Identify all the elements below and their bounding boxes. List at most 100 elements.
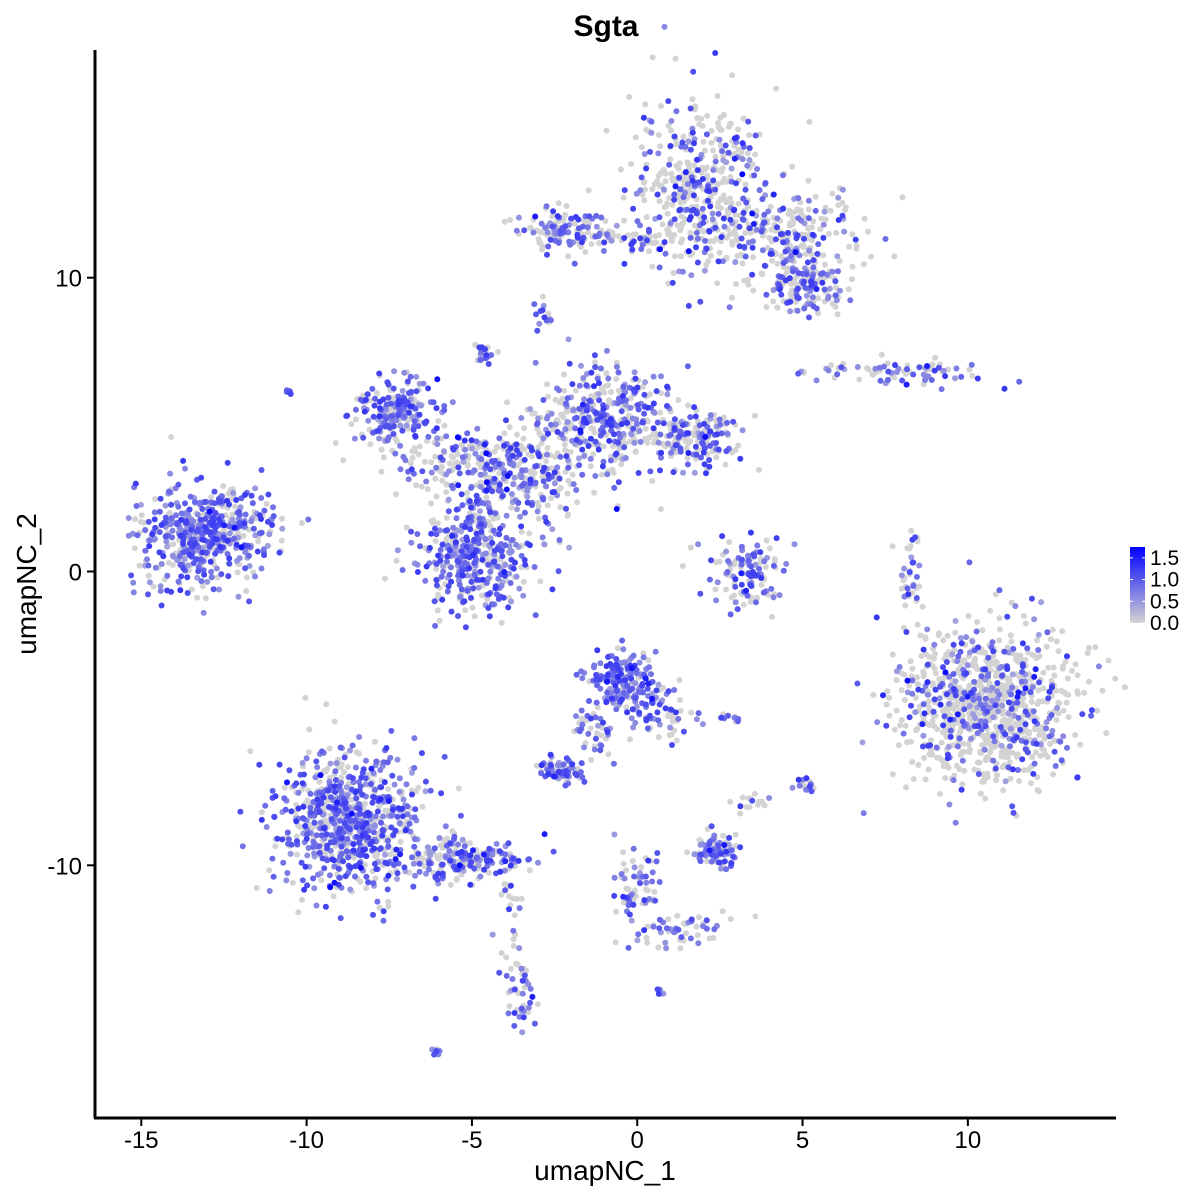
cell-point	[372, 738, 378, 745]
cell-point	[418, 483, 425, 490]
cell-point	[429, 519, 436, 526]
cell-point	[132, 516, 138, 523]
cell-point	[950, 777, 957, 784]
cell-point	[1062, 658, 1069, 665]
cell-point	[662, 178, 669, 185]
cell-point	[605, 751, 612, 758]
cell-point	[746, 145, 753, 151]
cell-point	[199, 506, 206, 512]
cell-point	[1054, 705, 1061, 711]
cell-point	[428, 469, 435, 476]
cell-point	[654, 178, 660, 185]
cell-point	[750, 287, 757, 294]
cell-point	[627, 395, 634, 402]
cell-point	[1064, 744, 1070, 751]
cell-point	[1008, 691, 1015, 698]
cell-point	[661, 23, 668, 30]
cell-point	[389, 772, 396, 779]
cell-point	[685, 402, 691, 409]
cell-point	[1027, 689, 1034, 696]
cell-point	[422, 577, 429, 584]
cell-point	[631, 864, 638, 871]
cell-point	[307, 804, 314, 811]
cell-point	[1052, 763, 1059, 769]
cell-point	[561, 371, 568, 378]
cell-point	[365, 879, 372, 886]
cell-point	[396, 775, 403, 782]
cell-point	[647, 468, 654, 475]
cell-point	[591, 662, 598, 669]
cell-point	[565, 253, 572, 260]
cell-point	[314, 764, 321, 771]
cell-point	[991, 738, 998, 745]
cell-point	[508, 598, 515, 605]
cell-point	[391, 781, 398, 788]
cell-point	[573, 487, 580, 493]
cell-point	[404, 803, 411, 810]
cell-point	[906, 545, 913, 552]
cell-point	[344, 835, 351, 842]
cell-point	[832, 304, 839, 310]
cell-point	[727, 195, 733, 202]
cell-point	[477, 357, 484, 363]
cell-point	[796, 782, 803, 789]
cell-point	[194, 511, 201, 518]
cell-point	[488, 352, 495, 358]
cell-point	[145, 518, 152, 525]
cell-point	[332, 777, 339, 783]
cell-point	[960, 740, 967, 747]
cell-point	[914, 726, 921, 733]
cell-point	[719, 148, 725, 155]
cell-point	[684, 206, 690, 213]
cell-point	[313, 758, 320, 765]
cell-point	[929, 680, 936, 687]
cell-point	[545, 243, 552, 250]
cell-point	[176, 553, 183, 560]
cell-point	[571, 220, 578, 227]
cell-point	[715, 120, 721, 127]
cell-point	[483, 494, 490, 501]
cell-point	[1000, 787, 1007, 794]
cell-point	[295, 789, 302, 796]
cell-point	[806, 247, 813, 254]
cell-point	[827, 207, 834, 214]
cell-point	[391, 368, 398, 375]
cell-point	[543, 203, 550, 210]
cell-point	[506, 424, 513, 431]
cell-point	[668, 170, 675, 177]
cell-point	[655, 150, 662, 157]
cell-point	[685, 138, 692, 145]
cell-point	[151, 509, 158, 516]
cell-point	[742, 186, 749, 193]
cell-point	[904, 585, 911, 592]
cell-point	[502, 542, 509, 549]
cell-point	[920, 701, 927, 708]
cell-point	[433, 582, 440, 589]
cell-point	[585, 187, 592, 194]
cell-point	[343, 784, 350, 791]
cell-point	[760, 589, 767, 596]
cell-point	[554, 464, 561, 471]
cell-point	[604, 689, 611, 696]
cell-point	[279, 515, 285, 522]
cell-point	[760, 219, 767, 226]
cell-point	[663, 925, 670, 932]
cell-point	[717, 421, 724, 428]
cell-point	[625, 902, 632, 909]
cell-point	[699, 439, 706, 446]
cell-point	[454, 451, 461, 458]
cell-point	[896, 664, 903, 670]
cell-point	[385, 843, 392, 850]
cell-point	[1069, 667, 1075, 674]
cell-point	[449, 399, 456, 406]
cell-point	[441, 753, 448, 760]
cell-point	[641, 410, 648, 417]
cell-point	[230, 489, 237, 496]
cell-point	[382, 575, 388, 582]
cell-point	[525, 856, 532, 863]
cell-point	[839, 199, 846, 206]
cell-point	[704, 858, 711, 865]
cell-point	[954, 743, 961, 750]
cell-point	[1026, 729, 1032, 735]
cell-point	[826, 285, 833, 292]
